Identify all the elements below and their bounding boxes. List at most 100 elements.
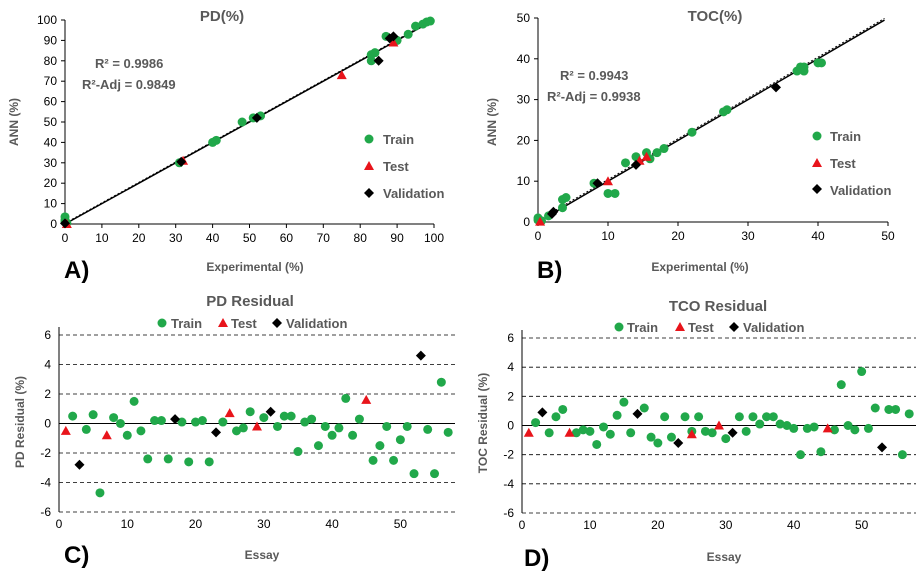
- train-point: [619, 397, 629, 407]
- y-tick-label: 80: [44, 54, 58, 68]
- test-point: [336, 70, 347, 80]
- x-tick-label: 90: [390, 231, 404, 245]
- validation-point: [631, 159, 641, 170]
- y-tick-label: 0: [507, 419, 514, 433]
- chart-title: TCO Residual: [669, 298, 767, 315]
- legend-test-marker: [364, 161, 374, 170]
- y-tick-label: 6: [44, 328, 51, 342]
- train-point: [782, 421, 792, 430]
- validation-point: [537, 407, 548, 418]
- legend-validation-label: Validation: [830, 183, 891, 198]
- legend-train-label: Train: [383, 132, 414, 147]
- train-point: [143, 454, 153, 464]
- train-point: [558, 404, 568, 414]
- legend-train-label: Train: [627, 320, 658, 335]
- train-point: [610, 188, 620, 198]
- y-tick-label: 6: [507, 331, 514, 345]
- x-axis-label: Experimental (%): [651, 260, 748, 274]
- chart-toc-parity: TOC(%) Experimental (%) ANN (%) R² = 0.9…: [485, 8, 895, 284]
- test-point: [822, 423, 833, 433]
- r2-adj-label: R²-Adj = 0.9938: [547, 89, 641, 104]
- train-point: [551, 412, 561, 422]
- x-tick-label: 20: [132, 231, 146, 245]
- train-point: [232, 426, 242, 436]
- legend-validation-label: Validation: [286, 316, 347, 331]
- panel-label: D): [524, 545, 549, 572]
- test-point: [641, 151, 652, 161]
- x-axis-label: Essay: [707, 550, 742, 564]
- validation-point: [592, 178, 603, 189]
- y-tick-label: 60: [44, 95, 58, 109]
- train-point: [307, 414, 317, 424]
- panel-label: B): [537, 257, 562, 284]
- train-point: [836, 380, 846, 390]
- train-point: [300, 417, 310, 427]
- train-point: [68, 411, 78, 421]
- y-tick-label: 50: [44, 115, 58, 129]
- train-point: [768, 412, 778, 422]
- train-point: [109, 413, 119, 423]
- x-tick-label: 0: [62, 231, 69, 245]
- y-tick-label: 0: [44, 417, 51, 431]
- x-tick-label: 10: [583, 518, 597, 532]
- train-point: [395, 435, 405, 445]
- x-tick-label: 20: [651, 518, 665, 532]
- train-point: [816, 447, 826, 457]
- train-point: [327, 430, 337, 440]
- train-point: [313, 441, 323, 451]
- train-point: [626, 428, 636, 438]
- legend-validation-marker: [729, 322, 739, 332]
- y-tick-label: -4: [503, 477, 514, 491]
- y-tick-label: 40: [517, 52, 531, 66]
- panel-label: A): [64, 257, 89, 284]
- validation-point: [548, 206, 559, 217]
- train-point: [904, 409, 914, 419]
- train-point: [272, 421, 282, 431]
- x-tick-label: 10: [95, 231, 109, 245]
- x-tick-label: 20: [189, 517, 203, 531]
- chart-pd-parity: PD(%) Experimental (%) ANN (%) R² = 0.99…: [7, 8, 444, 284]
- train-point: [237, 117, 247, 127]
- train-point: [660, 412, 670, 422]
- train-point: [621, 158, 630, 168]
- x-tick-label: 50: [243, 231, 257, 245]
- train-point: [156, 416, 166, 426]
- test-point: [361, 394, 372, 404]
- y-tick-label: -6: [503, 506, 514, 520]
- validation-point: [415, 350, 426, 361]
- train-point: [850, 425, 860, 435]
- test-point: [101, 430, 112, 440]
- test-point: [224, 408, 235, 418]
- y-tick-label: -2: [40, 446, 51, 460]
- x-tick-label: 0: [535, 229, 542, 243]
- test-point: [686, 429, 697, 439]
- legend: Train Test Validation: [157, 316, 347, 331]
- train-point: [423, 424, 433, 434]
- legend-test-marker: [218, 318, 228, 327]
- train-point: [755, 419, 765, 429]
- y-axis-label: ANN (%): [485, 98, 499, 146]
- train-point: [544, 428, 554, 438]
- legend-train-label: Train: [830, 129, 861, 144]
- train-point: [163, 454, 173, 464]
- legend-test-label: Test: [688, 320, 714, 335]
- y-tick-label: 30: [517, 93, 531, 107]
- legend-validation-marker: [812, 184, 822, 194]
- x-tick-label: 40: [206, 231, 220, 245]
- train-point: [666, 432, 676, 442]
- legend-test-marker: [812, 158, 822, 167]
- validation-point: [388, 31, 399, 42]
- x-tick-label: 40: [811, 229, 825, 243]
- legend-train-marker: [157, 318, 167, 328]
- train-point: [653, 438, 663, 448]
- plot-area: 0 10 20 30 40 50 0 10 20 30 40 50: [517, 11, 895, 243]
- train-point: [245, 407, 255, 417]
- train-point: [652, 148, 662, 158]
- train-point: [122, 430, 132, 440]
- train-point: [578, 425, 588, 435]
- train-point: [204, 457, 214, 467]
- identity-line: [537, 17, 885, 221]
- validation-point: [74, 459, 85, 470]
- y-tick-label: 4: [507, 360, 514, 374]
- train-point: [191, 417, 201, 427]
